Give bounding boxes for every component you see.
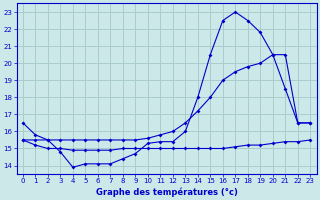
X-axis label: Graphe des températures (°c): Graphe des températures (°c) <box>96 187 237 197</box>
